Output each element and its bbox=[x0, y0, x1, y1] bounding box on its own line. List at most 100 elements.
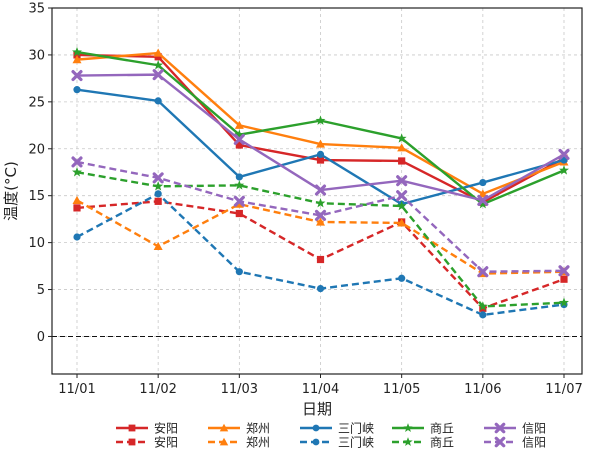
x-tick-label: 11/04 bbox=[302, 382, 339, 397]
data-point-marker bbox=[477, 198, 488, 209]
data-point-marker bbox=[398, 274, 406, 282]
y-axis-ticks: 0 5 10 15 20 25 30 35 bbox=[28, 2, 52, 345]
data-point-marker bbox=[559, 165, 569, 175]
legend-label: 商丘 bbox=[430, 435, 454, 450]
data-point-marker bbox=[235, 268, 243, 276]
data-point-marker bbox=[72, 167, 82, 177]
data-point-marker bbox=[403, 423, 413, 432]
x-tick-label: 11/06 bbox=[464, 382, 501, 397]
legend-label: 信阳 bbox=[522, 422, 546, 436]
data-point-marker bbox=[73, 86, 81, 94]
data-point-marker bbox=[559, 297, 569, 307]
data-point-marker bbox=[396, 175, 408, 187]
y-tick-label: 15 bbox=[28, 189, 45, 204]
legend-label: 郑州 bbox=[246, 435, 270, 450]
data-point-marker bbox=[72, 46, 82, 57]
data-point-marker bbox=[316, 285, 325, 293]
data-point-marker bbox=[312, 424, 320, 432]
x-tick-label: 11/07 bbox=[545, 382, 582, 397]
series-layer bbox=[71, 46, 570, 319]
data-point-marker bbox=[72, 195, 82, 204]
data-point-marker bbox=[316, 139, 325, 148]
data-point-marker bbox=[316, 156, 325, 164]
data-point-marker bbox=[72, 55, 82, 64]
data-point-marker bbox=[153, 60, 164, 70]
y-axis-label: 温度(°C) bbox=[2, 161, 20, 221]
legend-label: 安阳 bbox=[154, 421, 178, 436]
data-point-marker bbox=[316, 255, 325, 264]
data-point-marker bbox=[403, 437, 413, 446]
legend-label: 信阳 bbox=[522, 436, 546, 450]
data-point-marker bbox=[233, 133, 245, 145]
data-point-marker bbox=[153, 241, 163, 250]
data-point-marker bbox=[397, 143, 407, 152]
y-tick-label: 5 bbox=[37, 283, 45, 298]
data-point-marker bbox=[154, 197, 162, 205]
data-point-marker bbox=[314, 184, 327, 196]
plot-frame bbox=[51, 7, 583, 375]
legend-entry: 安阳 bbox=[116, 421, 178, 436]
data-point-marker bbox=[71, 70, 83, 82]
series-high-商丘 bbox=[72, 46, 569, 209]
data-point-marker bbox=[152, 69, 164, 81]
data-point-marker bbox=[73, 233, 81, 241]
data-point-marker bbox=[477, 266, 489, 278]
data-point-marker bbox=[73, 51, 81, 59]
data-point-marker bbox=[479, 311, 487, 319]
data-point-marker bbox=[396, 190, 408, 202]
legend-label: 三门峡 bbox=[338, 435, 374, 450]
data-point-marker bbox=[315, 115, 326, 125]
x-tick-label: 11/03 bbox=[221, 382, 258, 397]
data-point-marker bbox=[479, 178, 487, 187]
data-point-marker bbox=[397, 218, 407, 227]
legend-label: 三门峡 bbox=[338, 421, 374, 436]
legend-entry: 信阳 bbox=[484, 422, 546, 436]
data-point-marker bbox=[219, 423, 229, 432]
data-point-marker bbox=[235, 173, 243, 181]
x-axis-ticks: 11/01 11/02 11/03 11/04 11/05 11/06 11/07 bbox=[58, 374, 583, 397]
data-point-marker bbox=[316, 150, 325, 158]
series-low-三门峡 bbox=[73, 190, 568, 319]
data-point-marker bbox=[315, 197, 326, 208]
legend-label: 商丘 bbox=[430, 421, 454, 436]
legend-entry: 郑州 bbox=[208, 421, 270, 436]
legend-entry: 商丘 bbox=[392, 435, 454, 450]
legend-entry: 三门峡 bbox=[300, 435, 374, 450]
legend-entry: 信阳 bbox=[484, 436, 546, 450]
legend-label: 安阳 bbox=[154, 435, 178, 450]
y-tick-label: 35 bbox=[28, 2, 45, 17]
data-point-marker bbox=[558, 265, 570, 277]
data-point-marker bbox=[154, 53, 162, 61]
data-point-marker bbox=[314, 209, 327, 221]
data-point-marker bbox=[153, 48, 163, 57]
data-point-marker bbox=[234, 120, 244, 129]
data-point-marker bbox=[398, 157, 406, 165]
legend-entry: 安阳 bbox=[116, 435, 178, 450]
legend-label: 郑州 bbox=[246, 421, 270, 436]
data-point-marker bbox=[154, 190, 162, 198]
x-tick-label: 11/05 bbox=[383, 382, 420, 397]
data-point-marker bbox=[494, 436, 506, 448]
data-point-marker bbox=[153, 181, 164, 191]
data-point-marker bbox=[234, 129, 245, 139]
data-point-marker bbox=[477, 194, 489, 206]
x-tick-label: 11/01 bbox=[58, 382, 95, 397]
x-tick-label: 11/02 bbox=[139, 382, 176, 397]
data-point-marker bbox=[234, 180, 245, 190]
series-high-郑州 bbox=[72, 48, 569, 198]
data-point-marker bbox=[494, 422, 506, 434]
legend-entry: 郑州 bbox=[208, 435, 270, 450]
data-point-marker bbox=[152, 172, 164, 184]
legend-entry: 三门峡 bbox=[300, 421, 374, 436]
data-point-marker bbox=[478, 189, 488, 198]
x-axis-label: 日期 bbox=[302, 400, 332, 418]
data-point-marker bbox=[396, 133, 407, 143]
y-tick-label: 30 bbox=[28, 48, 45, 63]
data-point-marker bbox=[316, 217, 325, 226]
data-point-marker bbox=[233, 195, 245, 207]
data-point-marker bbox=[477, 301, 488, 311]
data-point-marker bbox=[154, 97, 162, 105]
data-point-marker bbox=[73, 204, 81, 212]
